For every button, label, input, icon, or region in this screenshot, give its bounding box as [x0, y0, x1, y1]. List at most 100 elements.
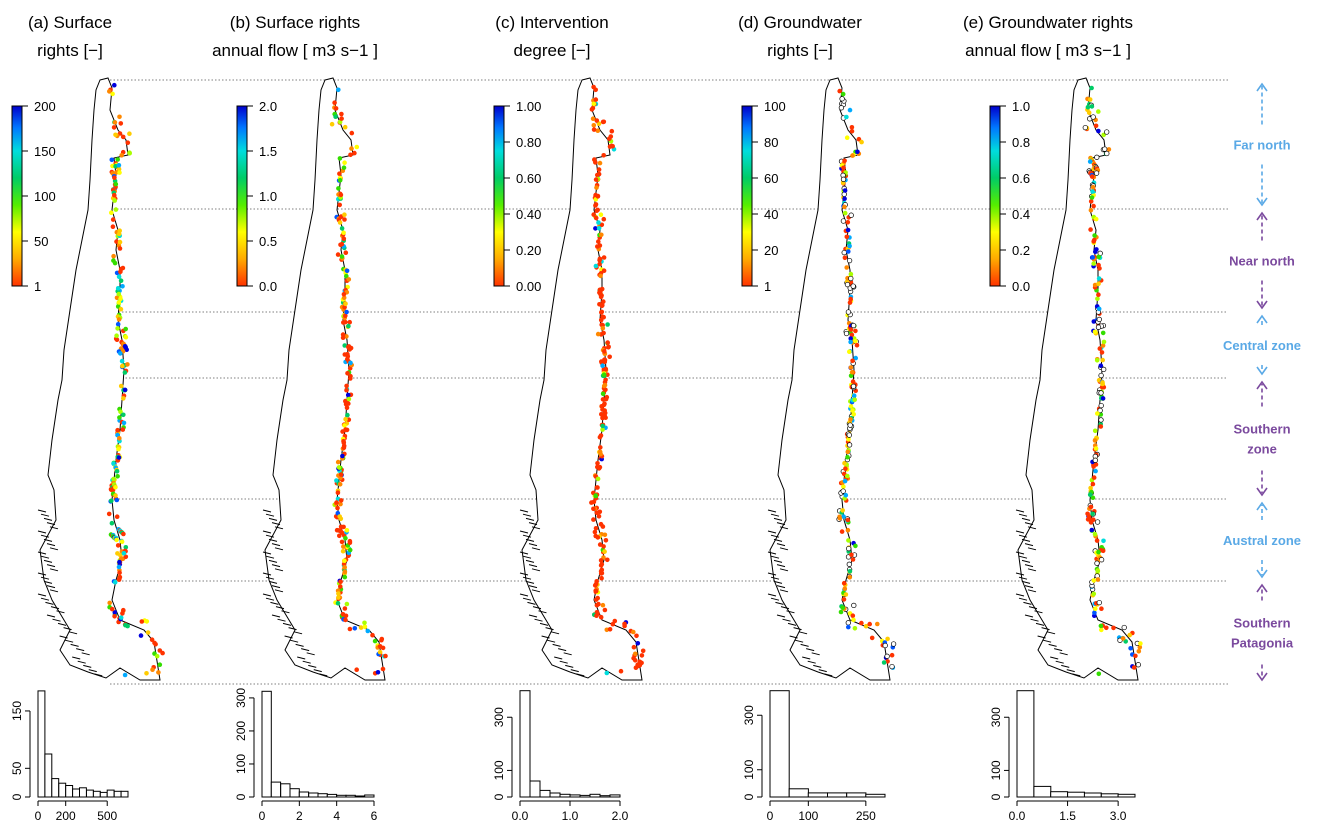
station-point: [340, 453, 345, 459]
station-point: [341, 165, 347, 170]
coast-fragment: [527, 601, 536, 605]
station-point: [341, 292, 347, 297]
x-tick-label: 2: [296, 809, 303, 823]
coast-fragment: [528, 522, 538, 526]
x-tick-label: 0.0: [1009, 809, 1026, 823]
station-point: [859, 139, 864, 145]
station-point: [600, 391, 606, 397]
zone-label: Central zone: [1223, 338, 1301, 353]
station-point: [854, 342, 860, 348]
station-point: [335, 459, 341, 465]
coast-fragment: [576, 673, 585, 677]
coast-fragment: [1041, 627, 1050, 631]
station-point: [342, 212, 347, 217]
map-panel: (e) Groundwater rights annual flow [ m3 s…: [963, 13, 1143, 681]
coast-fragment: [767, 509, 777, 513]
station-point: [1097, 407, 1103, 414]
y-tick-label: 200: [234, 721, 248, 741]
station-point: [841, 597, 847, 602]
coast-fragment: [70, 643, 79, 647]
coast-fragment: [558, 648, 567, 652]
station-point: [1091, 475, 1097, 480]
station-point: [114, 337, 120, 343]
station-point: [1090, 114, 1096, 120]
station-point: [125, 140, 131, 145]
chile-outline: [1017, 77, 1139, 681]
histogram-bar: [569, 794, 581, 798]
legend-tick-label: 100: [34, 189, 56, 204]
station-point: [846, 538, 851, 543]
station-point: [337, 482, 343, 487]
coast-fragment: [519, 593, 529, 597]
station-point: [1096, 254, 1101, 260]
x-tick-label: 0: [767, 809, 774, 823]
station-point: [336, 186, 341, 191]
station-point: [1087, 159, 1093, 164]
legend-tick-label: 0.60: [516, 171, 541, 186]
station-point: [599, 575, 604, 581]
station-point: [1091, 578, 1097, 583]
coast-fragment: [1018, 555, 1028, 559]
station-point: [593, 493, 599, 499]
histogram-e: 0 100 300 0.0 1.5 3.0: [989, 690, 1136, 823]
station-point: [334, 478, 339, 483]
histogram-bar: [1067, 791, 1085, 798]
histogram-bar: [788, 788, 809, 798]
coast-fragment: [806, 648, 815, 652]
y-tick-label: 150: [10, 701, 24, 721]
station-point: [117, 559, 122, 565]
station-point: [847, 300, 853, 305]
station-point: [593, 202, 599, 207]
station-point: [843, 466, 848, 472]
station-point: [339, 254, 345, 259]
coast-fragment: [40, 576, 50, 580]
station-point: [840, 218, 847, 224]
y-tick-label: 300: [742, 705, 756, 725]
station-point: [853, 543, 858, 549]
coast-fragment: [767, 530, 777, 534]
station-point: [383, 653, 388, 659]
station-point: [606, 345, 611, 350]
coast-fragment: [531, 568, 541, 572]
coast-fragment: [767, 593, 777, 597]
station-point: [342, 574, 348, 580]
coast-fragment: [773, 559, 783, 563]
station-point: [596, 601, 601, 607]
coast-fragment: [59, 635, 68, 639]
legend-tick-label: 0.6: [1012, 171, 1030, 186]
coast-fragment: [554, 656, 563, 660]
station-point: [599, 359, 604, 364]
station-point: [1127, 632, 1132, 638]
legend-tick-label: 1.5: [259, 144, 277, 159]
station-point: [635, 641, 641, 646]
station-point: [601, 383, 607, 389]
coast-fragment: [775, 601, 784, 605]
station-point: [1088, 504, 1094, 510]
histogram-bar: [270, 781, 282, 798]
coast-fragment: [43, 538, 53, 542]
station-point: [847, 107, 853, 113]
station-point: [109, 487, 114, 493]
station-point: [338, 579, 343, 585]
histogram-bar: [579, 794, 591, 798]
station-point: [118, 306, 124, 312]
coast-fragment: [786, 610, 795, 614]
station-point: [1100, 343, 1106, 348]
histogram-c: 0 100 300 0.0 1.0 2.0: [492, 690, 629, 823]
station-point: [112, 120, 118, 125]
coast-fragment: [818, 669, 827, 673]
histogram-bar: [769, 690, 790, 798]
coast-fragment: [83, 664, 92, 668]
station-point: [839, 529, 845, 534]
chile-outline: [264, 77, 386, 681]
station-point: [600, 602, 606, 608]
station-point: [1085, 517, 1091, 522]
station-point: [593, 588, 599, 594]
station-point: [341, 544, 346, 549]
legend-tick-label: 0.80: [516, 135, 541, 150]
station-point: [890, 641, 897, 647]
coast-fragment: [789, 635, 798, 639]
histogram-bar: [51, 778, 60, 798]
station-point: [144, 619, 150, 624]
station-point: [1089, 527, 1095, 533]
